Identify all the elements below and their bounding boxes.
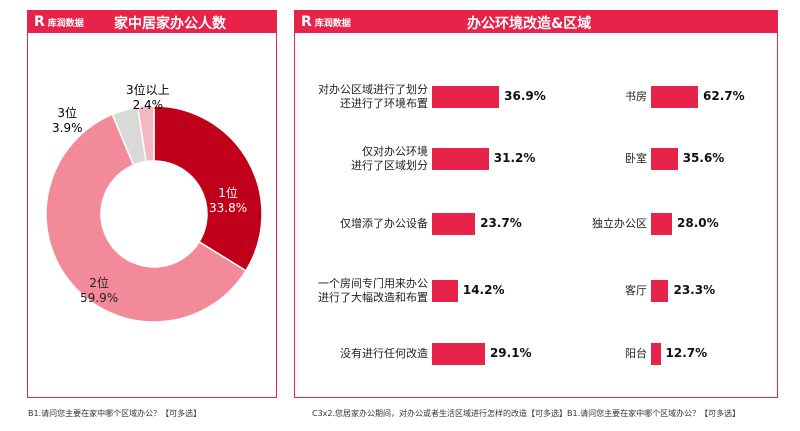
bar-label: 仅增添了办公设备 [340,217,428,230]
bar-value: 29.1% [489,346,532,360]
bar [432,280,458,302]
bar [651,343,661,365]
bar-label: 阳台 [625,347,647,360]
bar [651,86,699,108]
bar-value: 12.7% [665,346,708,360]
bar [651,148,678,170]
bar-value: 23.7% [480,216,522,230]
pie-slice-3 [136,105,155,163]
bar-label: 卧室 [625,152,647,165]
bar-label: 一个房间专门用来办公 进行了大幅改造和布置 [318,277,428,304]
bar [432,343,485,365]
pie-slice-1 [45,113,247,323]
left-panel: R 库润数据 家中居家办公人数 3位以上 2.4% 3位 3.9% 1位 33.8% 2… [27,10,277,398]
footnote-left: B1.请问您主要在家中哪个区域办公？【可多选】 [28,409,202,418]
brand-name: 库润数据 [314,18,351,29]
brand-name: 库润数据 [47,18,84,29]
pie-label-3: 3位 3.9% [52,106,83,135]
panel-header: R 库润数据 办公环境改造&区域 [295,11,777,33]
bar-value: 28.0% [677,216,719,230]
chart-title: 办公环境改造&区域 [467,16,592,32]
panel-header: R 库润数据 家中居家办公人数 [28,11,276,33]
chart-title: 家中居家办公人数 [114,16,226,32]
bar-label: 没有进行任何改造 [340,347,428,360]
donut-chart [45,105,263,323]
pie-label-1: 1位 33.8% [209,186,248,215]
bar [432,213,476,235]
right-panel: R 库润数据 办公环境改造&区域 对办公区域进行了划分 还进行了环境布置 36.9%… [294,10,778,398]
bar [432,86,500,108]
bar [651,280,669,302]
pie-label-3plus: 3位以上 2.4% [126,83,170,112]
bar [651,213,672,235]
bar [432,148,489,170]
pie-slice-0 [153,105,263,272]
pie-label-2: 2位 59.9% [80,276,119,305]
brand-logo: R 库润数据 [301,14,351,30]
bar-value: 14.2% [462,283,505,297]
bar-label: 对办公区域进行了划分 还进行了环境布置 [318,83,428,110]
bar-value: 23.3% [673,283,716,297]
footnote-right: C3x2.您居家办公期间，对办公或者生活区域进行怎样的改造【可多选】B1.请问您… [312,409,741,418]
brand-logo: R 库润数据 [34,14,84,30]
bar-label: 客厅 [625,284,647,297]
bar-value: 31.2% [493,151,536,165]
bar-value: 35.6% [682,151,725,165]
bar-label: 书房 [625,90,647,103]
bar-label: 仅对办公环境 进行了区域划分 [351,145,428,172]
bar-label: 独立办公区 [592,217,647,230]
bar-value: 36.9% [504,89,546,103]
bar-value: 62.7% [703,89,745,103]
